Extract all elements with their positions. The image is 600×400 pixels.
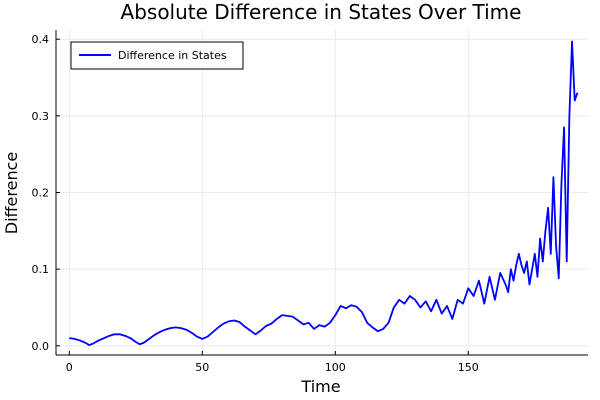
x-tick-label: 100: [325, 361, 346, 374]
series-group: [69, 40, 579, 346]
series-line: [69, 40, 579, 346]
x-tick-label: 50: [195, 361, 209, 374]
y-tick-label: 0.1: [32, 263, 50, 276]
legend-label: Difference in States: [118, 49, 227, 62]
x-ticks: 0 50 100 150: [66, 351, 479, 374]
y-tick-label: 0.4: [32, 33, 50, 46]
grid: [56, 30, 588, 355]
x-axis-label: Time: [300, 377, 340, 396]
x-tick-label: 150: [458, 361, 479, 374]
y-tick-label: 0.0: [32, 340, 50, 353]
x-tick-label: 0: [66, 361, 73, 374]
legend: Difference in States: [70, 41, 244, 70]
y-tick-label: 0.3: [32, 110, 50, 123]
y-ticks: 0.0 0.1 0.2 0.3 0.4: [32, 33, 60, 353]
y-tick-label: 0.2: [32, 187, 50, 200]
y-axis-label: Difference: [2, 152, 21, 234]
chart-title: Absolute Difference in States Over Time: [121, 0, 522, 24]
